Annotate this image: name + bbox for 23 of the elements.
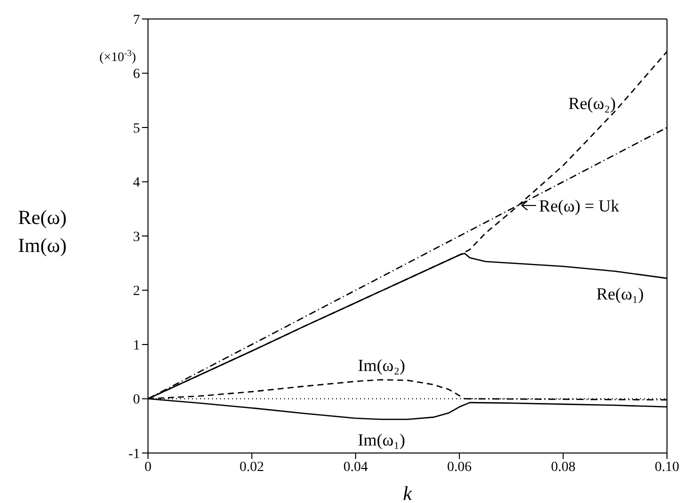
y-tick-label: 7 xyxy=(133,12,140,28)
y-tick-label: 3 xyxy=(133,230,140,245)
series-label: Im(ω₂) xyxy=(358,356,406,375)
y-tick-label: 0 xyxy=(133,392,140,408)
x-tick-label: 0.06 xyxy=(447,460,472,475)
y-tick-label: -1 xyxy=(128,446,140,462)
x-tick-label: 0.04 xyxy=(343,460,368,475)
y-tick-label: 5 xyxy=(133,121,140,136)
y-tick-label: 1 xyxy=(133,338,140,354)
text: (×10$^{-3}$) xyxy=(99,48,136,64)
x-axis-title: k xyxy=(403,483,414,503)
y-tick-label: 6 xyxy=(133,67,140,82)
legend-label: Re(ω) = Uk xyxy=(539,196,620,216)
series-label: Re(ω₁) xyxy=(596,284,644,304)
x-tick-label: 0.08 xyxy=(550,460,576,475)
y-tick-label: 2 xyxy=(133,284,140,300)
x-tick-label: 0 xyxy=(144,460,152,475)
y-axis-title: Re(ω) Im(ω) xyxy=(18,207,67,257)
y-tick-label: 4 xyxy=(133,176,140,191)
series-label: Im(ω₁) xyxy=(358,430,406,450)
x-tick-label: 0.02 xyxy=(240,460,264,475)
x-tick-label: 0.10 xyxy=(654,460,680,475)
series-label: Re(ω₂) xyxy=(568,94,616,114)
